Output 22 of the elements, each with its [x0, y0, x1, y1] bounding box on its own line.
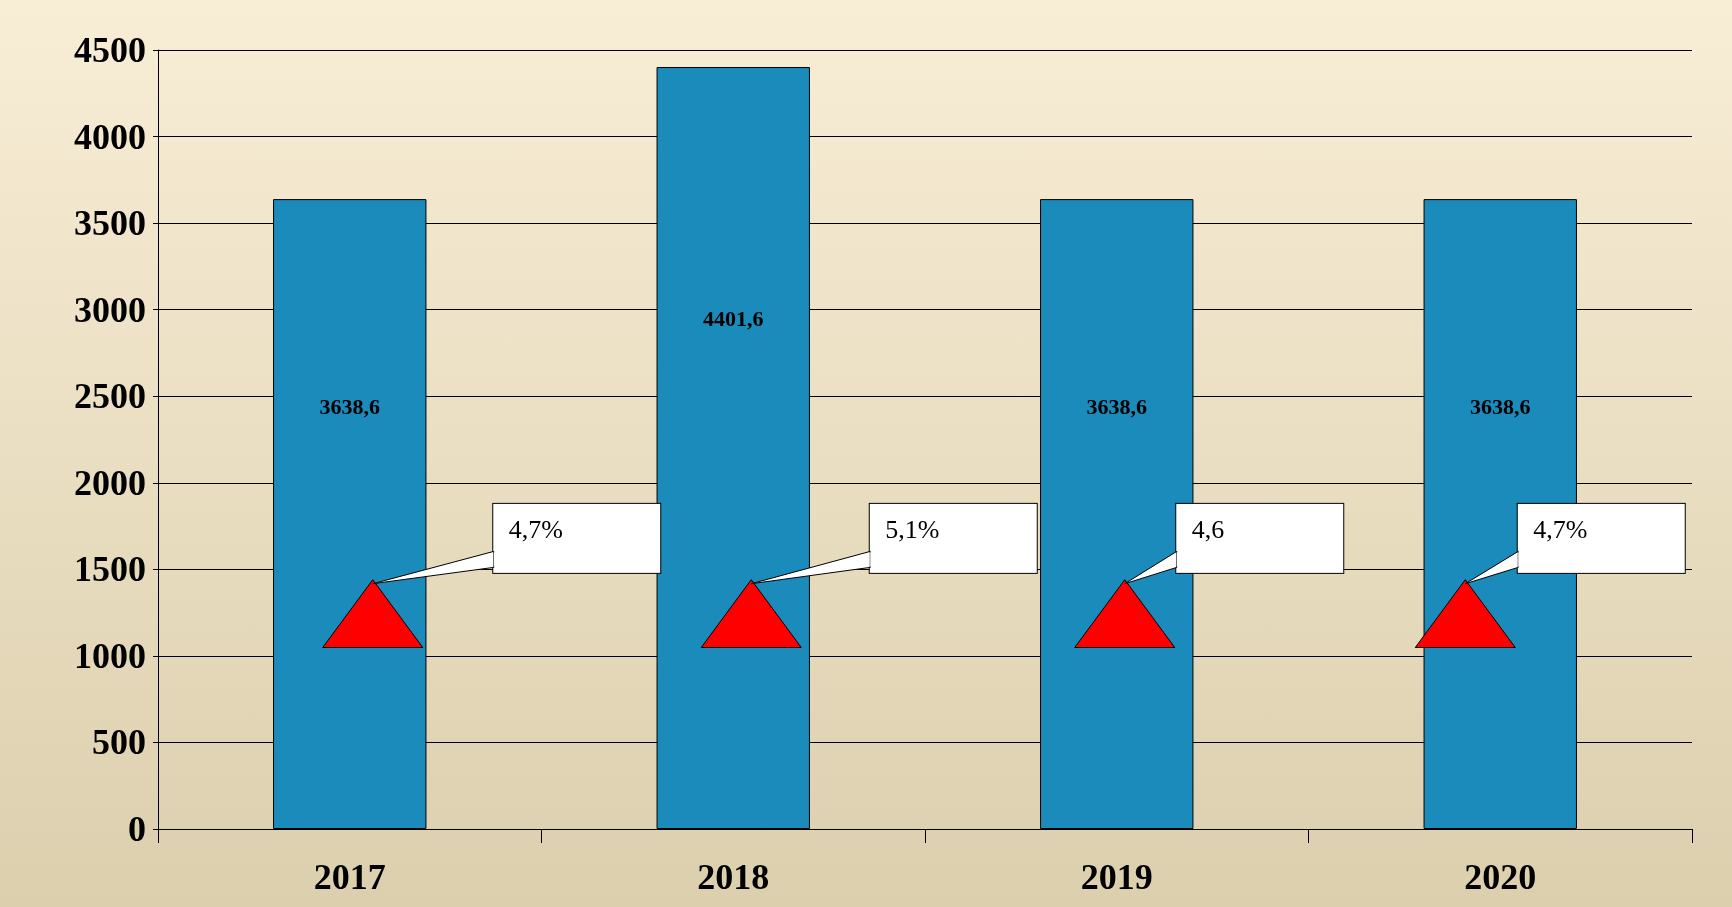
y-tick-label: 4000	[74, 116, 146, 157]
x-tick-label: 2019	[1080, 857, 1153, 897]
annotation: 4,6	[1190, 514, 1226, 547]
data-label: 3638,6	[319, 394, 380, 420]
y-tick-label: 1500	[74, 549, 146, 590]
y-tick-label: 0	[128, 809, 146, 849]
y-tick-label: 1000	[74, 635, 146, 676]
y-tick-label: 500	[92, 722, 146, 763]
y-tick-label: 2000	[74, 462, 146, 503]
y-tick-label: 4500	[74, 30, 146, 70]
data-label: 3638,6	[1470, 394, 1531, 420]
y-tick-label: 3000	[74, 289, 146, 330]
y-tick-label: 3500	[74, 203, 146, 244]
y-tick-label: 2500	[74, 376, 146, 417]
annotation: 5,1%	[884, 514, 941, 547]
x-tick-label: 2018	[697, 857, 770, 897]
x-tick-label: 2020	[1464, 857, 1537, 897]
annotation: 4,7%	[507, 514, 564, 547]
data-label: 3638,6	[1086, 394, 1147, 420]
x-tick-label: 2017	[313, 857, 386, 897]
data-label: 4401,6	[703, 305, 764, 331]
annotation: 4,7%	[1532, 514, 1589, 547]
